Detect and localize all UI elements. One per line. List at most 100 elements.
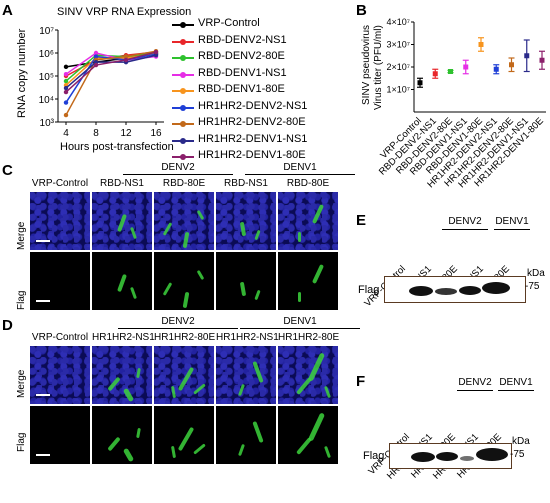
legend-label: RBD-DENV1-NS1 [198, 66, 287, 79]
flag-micrograph [154, 406, 214, 464]
panel-a-data-point [123, 57, 129, 63]
panel-d-column-labels: VRP-Control HR1HR2-NS1 HR1HR2-80E HR1HR2-NS… [0, 332, 360, 346]
panel-b-category-label: HR1HR2-DENV1-80E [472, 115, 546, 190]
panel-label-e: E [356, 212, 367, 229]
merge-micrograph [92, 346, 152, 404]
panel-a-data-point [63, 64, 69, 70]
panel-a-xtick-label: 4 [63, 128, 69, 139]
panel-e-band-3 [435, 288, 457, 295]
merge-micrograph [154, 192, 214, 250]
panel-label-c: C [2, 162, 13, 179]
fluorescent-cell [136, 367, 141, 379]
panel-b-category-label: HR1HR2-DENV2-80E [441, 115, 516, 190]
panel-f-kda: kDa [512, 436, 530, 447]
panel-a-ytick-label: 10⁶ [39, 49, 54, 60]
panel-a-ytick-label: 10³ [40, 118, 55, 129]
merge-micrograph [92, 192, 152, 250]
panel-b-ylabel-1: SINV pseudovirus [361, 24, 372, 105]
column-label: RBD-NS1 [100, 178, 144, 189]
panel-a-xtick-label: 8 [93, 128, 99, 139]
scale-bar [36, 454, 50, 456]
fluorescent-cell [298, 292, 301, 302]
panel-label-d: D [2, 317, 13, 334]
panel-c-group-denv1-line [245, 174, 355, 175]
column-label: HR1HR2-NS1 [92, 332, 155, 343]
panel-c-group-denv2: DENV2 [161, 162, 195, 173]
merge-micrograph [216, 192, 276, 250]
panel-b-data-point [432, 71, 438, 77]
panel-b-data-point [478, 42, 484, 47]
panel-a-data-point [123, 54, 129, 59]
fluorescent-cell [252, 420, 264, 444]
fluorescent-cell [252, 360, 264, 384]
panel-e-group-denv1-line [494, 229, 530, 230]
panel-label-b: B [356, 2, 367, 19]
panel-a-data-point [63, 85, 69, 91]
panel-a-ytick-label: 10⁴ [39, 95, 54, 106]
panel-e-marker-75: -75 [525, 281, 540, 292]
merge-micrograph [30, 346, 90, 404]
fluorescent-cell [307, 412, 326, 442]
panel-e-group-denv2-line [442, 229, 488, 230]
scale-bar [36, 394, 50, 396]
panel-a-data-point [93, 50, 99, 56]
panel-e-group-denv1: DENV1 [495, 216, 529, 227]
panel-f-marker-75: -75 [510, 449, 525, 460]
panel-d-group-denv2: DENV2 [161, 316, 195, 327]
panel-b-data-point [493, 66, 499, 72]
panel-label-a: A [2, 2, 13, 19]
flag-micrograph [92, 252, 152, 310]
panel-a-data-point [63, 71, 69, 77]
panel-b-category-label: RBD-DENV1-NS1 [407, 115, 470, 178]
panel-b-ytick-label: 1×10⁷ [386, 85, 410, 95]
column-label: RBD-80E [162, 178, 206, 189]
flag-micrograph [92, 406, 152, 464]
fluorescent-cell [177, 366, 195, 392]
panel-b-data-point [509, 62, 514, 68]
panel-a-title: SINV VRP RNA Expression [57, 6, 192, 18]
fluorescent-cell [238, 443, 245, 457]
legend-label: HR1HR2-DENV2-NS1 [198, 99, 308, 112]
legend-marker [180, 55, 186, 61]
legend-marker [180, 154, 186, 160]
fluorescent-cell [296, 377, 312, 395]
panel-a-series-line [65, 50, 157, 116]
column-label: RBD-80E [286, 178, 330, 189]
fluorescent-cell [238, 383, 245, 397]
legend-label: RBD-DENV2-NS1 [198, 33, 287, 46]
panel-b-data-point [417, 80, 423, 86]
fluorescent-cell [136, 427, 141, 439]
panel-b-category-label: RBD-DENV1-80E [424, 115, 485, 177]
panel-e-group-denv2: DENV2 [448, 216, 482, 227]
panel-b-ylabel-2: Virus titer (PFU/ml) [373, 25, 384, 110]
panel-a-xtick-label: 12 [120, 128, 132, 139]
panel-a-data-point [93, 62, 99, 68]
panel-b-chart: 4×10⁷ 3×10⁷ 2×10⁷ 1×10⁷ [386, 17, 546, 113]
panel-f-blot [389, 443, 512, 469]
flag-micrograph [154, 252, 214, 310]
flag-micrograph [278, 252, 338, 310]
fluorescent-cell [307, 352, 326, 382]
column-label: RBD-NS1 [224, 178, 268, 189]
panel-a-data-point [63, 89, 69, 95]
panel-b-data-point [539, 57, 545, 63]
panel-c-column-labels: VRP-Control RBD-NS1 RBD-80E RBD-NS1 RBD-80E [0, 178, 360, 192]
panel-f-group-denv1-line [498, 390, 534, 391]
panel-e-kda: kDa [527, 268, 545, 279]
legend-label: VRP-Control [198, 17, 260, 29]
legend-label: HR1HR2-DENV2-80E [198, 116, 306, 128]
merge-micrograph [30, 192, 90, 250]
legend-label: HR1HR2-DENV1-NS1 [198, 132, 308, 145]
panel-f-group-denv1: DENV1 [499, 377, 533, 388]
panel-a-xtick-label: 16 [150, 128, 162, 139]
panel-b-category-label: RBD-DENV2-NS1 [377, 115, 440, 178]
panel-e-band-2 [409, 286, 433, 296]
panel-f-band-3 [436, 452, 458, 461]
merge-micrograph [278, 192, 338, 250]
column-label: HR1HR2-80E [278, 332, 340, 343]
panel-a-data-point [63, 100, 69, 105]
panel-b-data-point [463, 64, 469, 70]
panel-d-group-denv1: DENV1 [283, 316, 317, 327]
flag-micrograph [278, 406, 338, 464]
merge-micrograph [216, 346, 276, 404]
